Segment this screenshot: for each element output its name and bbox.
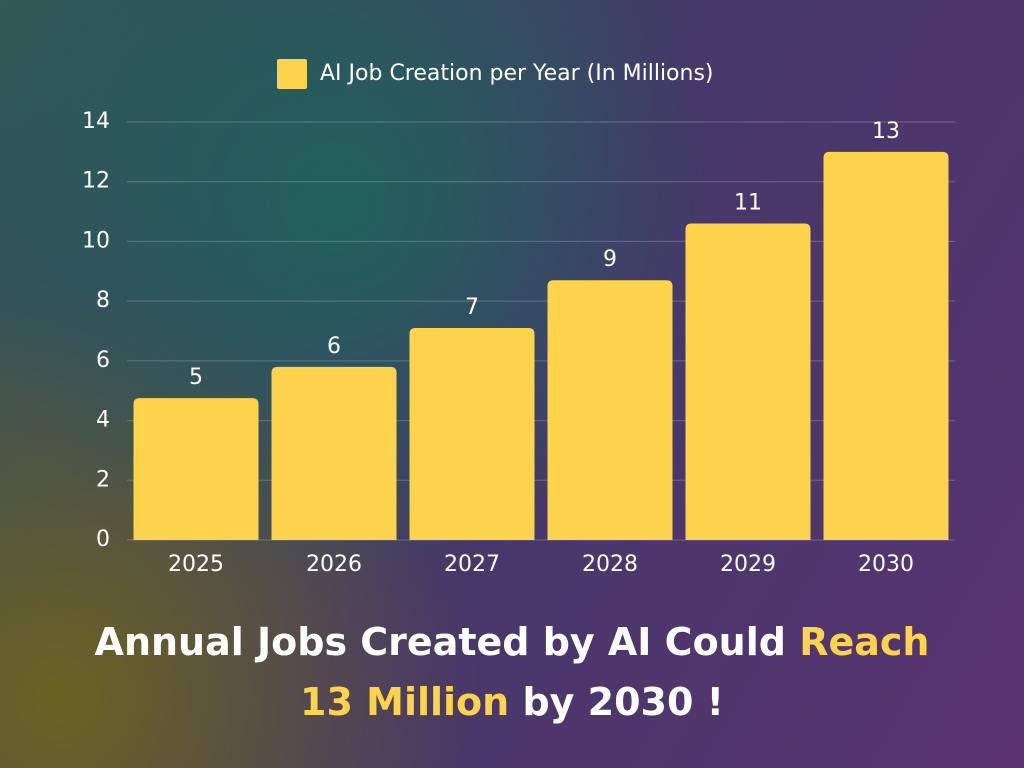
x-tick-label: 2028: [582, 552, 638, 577]
value-label: 9: [603, 247, 617, 272]
value-label: 11: [734, 191, 762, 216]
x-tick-label: 2027: [444, 552, 500, 577]
y-tick-label: 12: [82, 169, 110, 194]
bar: [271, 366, 397, 540]
bar: [823, 151, 949, 540]
value-label: 7: [465, 295, 479, 320]
title-part: by 2030 !: [522, 680, 724, 724]
y-tick-label: 6: [96, 348, 110, 373]
value-label: 5: [189, 365, 203, 390]
title-part: Reach: [799, 620, 930, 664]
title: Annual Jobs Created by AI Could Reach 13…: [0, 612, 1024, 732]
legend-label: AI Job Creation per Year (In Millions): [320, 61, 714, 86]
x-tick-label: 2029: [720, 552, 776, 577]
x-tick-label: 2030: [858, 552, 914, 577]
title-part: 13 Million: [300, 680, 510, 724]
value-label: 13: [872, 119, 900, 144]
title-part: Annual Jobs Created by AI Could: [94, 620, 786, 664]
y-tick-label: 0: [96, 527, 110, 552]
y-tick-label: 10: [82, 228, 110, 253]
bar: [547, 280, 673, 540]
y-tick-label: 4: [96, 408, 110, 433]
legend-swatch: [277, 59, 307, 89]
chart: AI Job Creation per Year (In Millions) 0…: [82, 59, 949, 577]
y-tick-label: 14: [82, 109, 110, 134]
y-tick-label: 2: [96, 467, 110, 492]
bar: [685, 223, 811, 540]
x-tick-label: 2026: [306, 552, 362, 577]
bar: [133, 398, 259, 540]
bar: [409, 328, 535, 540]
y-tick-label: 8: [96, 288, 110, 313]
x-tick-label: 2025: [168, 552, 224, 577]
value-label: 6: [327, 334, 341, 359]
